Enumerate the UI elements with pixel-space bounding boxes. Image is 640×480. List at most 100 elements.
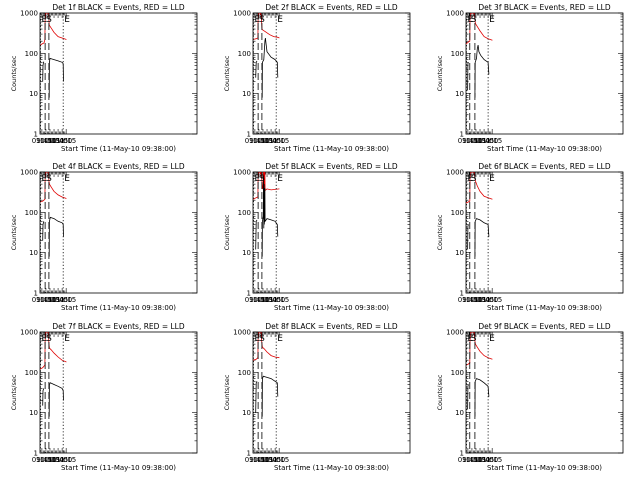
panel-3: Det 3f BLACK = Events, RED = LLD 1 10 100 10… xyxy=(436,3,624,153)
x-tick-label: 11:00 xyxy=(52,296,72,304)
y-tick-label: 1 xyxy=(460,290,464,298)
series-events-line xyxy=(42,221,45,241)
time-marker-label: E xyxy=(468,334,474,344)
time-marker-label: E xyxy=(468,174,474,184)
panel-9: Det 9f BLACK = Events, RED = LLD 1 10 100 10… xyxy=(436,322,624,472)
series-events-line xyxy=(467,224,469,250)
x-tick-label: 11:00 xyxy=(265,456,285,464)
y-tick-label: 1 xyxy=(247,290,251,298)
x-tick-label: 09:45 xyxy=(458,137,478,145)
x-tick-label: 11:00 xyxy=(265,137,285,145)
x-tick-label: 11:00 xyxy=(478,137,498,145)
x-tick-label: 10:15 xyxy=(253,296,273,304)
y-tick-label: 100 xyxy=(451,50,464,58)
x-tick-label: 10:45 xyxy=(474,456,494,464)
y-tick-label: 100 xyxy=(25,50,38,58)
x-tick-label: 11:15 xyxy=(56,296,76,304)
x-tick-label: 10:15 xyxy=(466,456,486,464)
x-tick-label: 11:00 xyxy=(52,137,72,145)
x-tick-label: 10:45 xyxy=(261,296,281,304)
y-tick-label: 10 xyxy=(455,90,464,98)
panel-title: Det 5f BLACK = Events, RED = LLD xyxy=(265,162,398,171)
x-tick-label: 11:00 xyxy=(265,296,285,304)
time-marker-label: E xyxy=(277,15,283,25)
y-axis-label: Counts/sec xyxy=(436,55,444,91)
panel-title: Det 2f BLACK = Events, RED = LLD xyxy=(265,3,398,12)
x-tick-label: 11:15 xyxy=(269,456,289,464)
x-tick-label: 10:15 xyxy=(40,456,60,464)
series-events-line xyxy=(42,388,45,406)
y-axis-label: Counts/sec xyxy=(10,214,18,250)
series-events-line xyxy=(261,375,279,417)
panel-1: Det 1f BLACK = Events, RED = LLD 1 10 100 10… xyxy=(10,3,198,153)
y-axis-label: Counts/sec xyxy=(223,55,231,91)
time-marker-label: E xyxy=(255,174,261,184)
x-tick-label: 09:45 xyxy=(458,456,478,464)
y-tick-label: 100 xyxy=(238,50,251,58)
x-tick-label: 10:15 xyxy=(466,296,486,304)
panel-title: Det 8f BLACK = Events, RED = LLD xyxy=(265,322,398,331)
y-tick-label: 10 xyxy=(455,249,464,257)
x-tick-label: 10:30 xyxy=(44,137,64,145)
x-tick-label: 10:30 xyxy=(257,137,277,145)
time-marker-label: E xyxy=(255,15,261,25)
x-tick-label: 09:45 xyxy=(32,456,52,464)
plot-frame xyxy=(39,171,198,294)
x-tick-label: 10:45 xyxy=(48,456,68,464)
series-events-line xyxy=(48,382,64,417)
y-tick-label: 1 xyxy=(460,131,464,139)
time-marker-label: E xyxy=(277,174,283,184)
y-tick-label: 100 xyxy=(25,209,38,217)
time-marker-label: S xyxy=(471,174,477,184)
x-tick-label: 10:30 xyxy=(257,456,277,464)
x-tick-label: 10:45 xyxy=(474,137,494,145)
y-tick-label: 10 xyxy=(242,249,251,257)
x-axis-label: Start Time (11-May-10 09:38:00) xyxy=(274,464,389,472)
x-tick-label: 09:45 xyxy=(245,296,265,304)
series-events-line xyxy=(474,218,490,257)
panel-2: Det 2f BLACK = Events, RED = LLD 1 10 100 10… xyxy=(223,3,411,153)
y-tick-label: 100 xyxy=(451,369,464,377)
y-tick-label: 1000 xyxy=(20,169,38,177)
time-marker-label: E xyxy=(468,15,474,25)
x-tick-label: 10:00 xyxy=(462,137,482,145)
y-tick-label: 1 xyxy=(247,131,251,139)
y-tick-label: 100 xyxy=(25,369,38,377)
x-axis-label: Start Time (11-May-10 09:38:00) xyxy=(61,304,176,312)
x-tick-label: 11:00 xyxy=(52,456,72,464)
y-tick-label: 1000 xyxy=(233,10,251,18)
plot-frame xyxy=(465,12,624,135)
x-axis-label: Start Time (11-May-10 09:38:00) xyxy=(61,145,176,153)
plot-frame xyxy=(252,171,411,294)
panel-title: Det 6f BLACK = Events, RED = LLD xyxy=(478,162,611,171)
panel-title: Det 3f BLACK = Events, RED = LLD xyxy=(478,3,611,12)
x-tick-label: 09:45 xyxy=(245,456,265,464)
x-tick-label: 10:15 xyxy=(466,137,486,145)
x-axis-label: Start Time (11-May-10 09:38:00) xyxy=(487,464,602,472)
x-tick-label: 11:15 xyxy=(56,137,76,145)
x-tick-label: 10:30 xyxy=(44,456,64,464)
x-tick-label: 10:15 xyxy=(40,137,60,145)
x-tick-label: 09:45 xyxy=(458,296,478,304)
x-tick-label: 10:00 xyxy=(36,137,56,145)
x-tick-label: 10:00 xyxy=(36,456,56,464)
y-tick-label: 1000 xyxy=(446,169,464,177)
x-tick-label: 10:30 xyxy=(257,296,277,304)
y-tick-label: 10 xyxy=(29,90,38,98)
panel-title: Det 9f BLACK = Events, RED = LLD xyxy=(478,322,611,331)
plot-frame xyxy=(252,331,411,454)
y-axis-label: Counts/sec xyxy=(223,374,231,410)
y-tick-label: 1000 xyxy=(446,329,464,337)
time-marker-label: E xyxy=(42,334,48,344)
x-axis-label: Start Time (11-May-10 09:38:00) xyxy=(61,464,176,472)
x-tick-label: 09:45 xyxy=(32,137,52,145)
y-tick-label: 1000 xyxy=(446,10,464,18)
x-tick-label: 09:45 xyxy=(245,137,265,145)
y-tick-label: 1 xyxy=(34,450,38,458)
panel-title: Det 7f BLACK = Events, RED = LLD xyxy=(52,322,185,331)
x-tick-label: 10:00 xyxy=(249,456,269,464)
time-marker-label: S xyxy=(471,334,477,344)
x-tick-label: 11:15 xyxy=(482,456,502,464)
time-marker-label: S xyxy=(471,15,477,25)
panel-4: Det 4f BLACK = Events, RED = LLD 1 10 100 10… xyxy=(10,162,198,312)
